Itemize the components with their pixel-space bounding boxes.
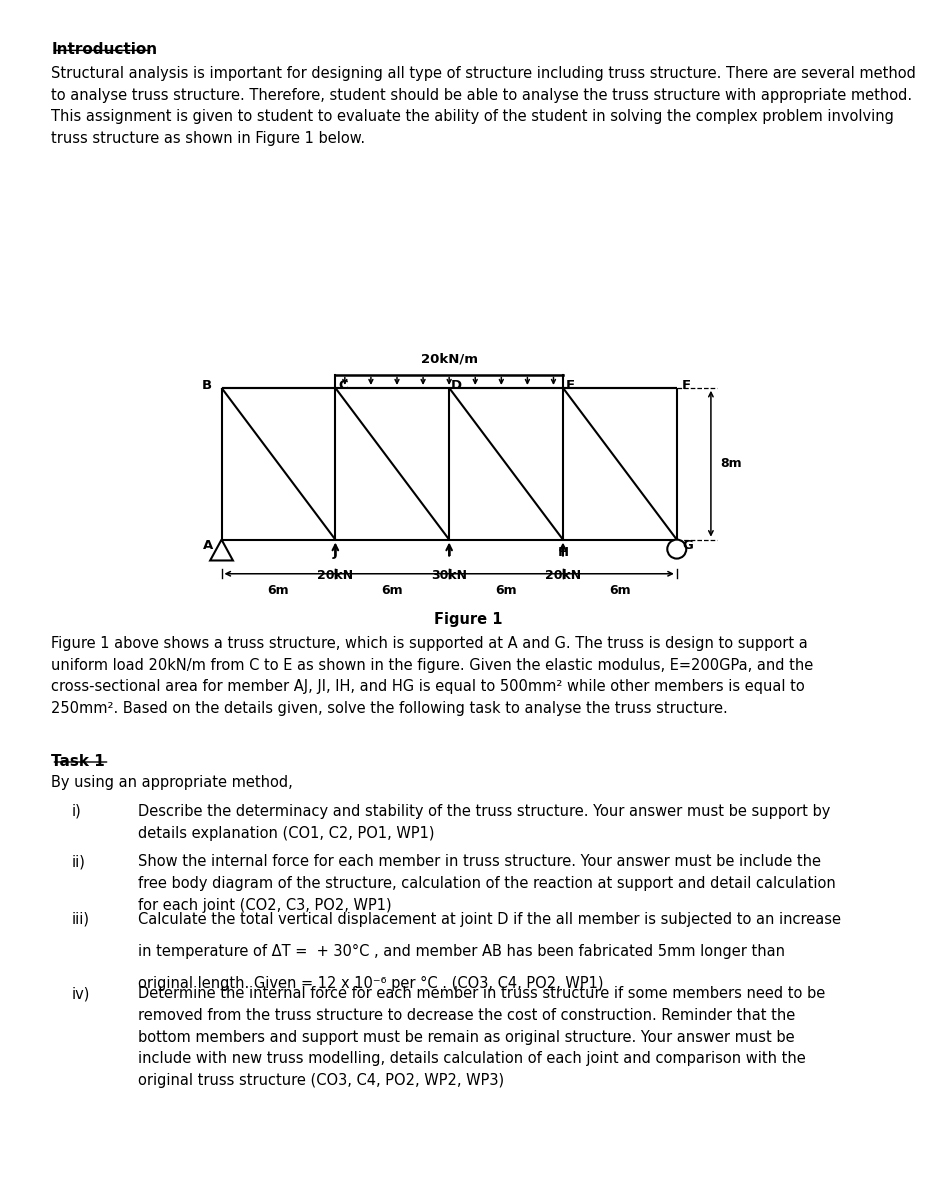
Text: A: A [203, 539, 213, 552]
Text: i): i) [72, 804, 81, 818]
Text: 30kN: 30kN [431, 569, 467, 582]
Text: D: D [451, 378, 462, 391]
Text: Introduction: Introduction [51, 42, 157, 56]
Text: F: F [681, 378, 691, 391]
Text: Show the internal force for each member in truss structure. Your answer must be : Show the internal force for each member … [138, 854, 835, 912]
Text: 6m: 6m [382, 584, 403, 598]
Text: 20kN/m: 20kN/m [420, 353, 477, 366]
Text: C: C [338, 378, 348, 391]
Text: J: J [333, 546, 338, 559]
Text: I: I [446, 546, 451, 559]
Text: 8m: 8m [721, 457, 742, 470]
Text: E: E [566, 378, 575, 391]
Text: By using an appropriate method,: By using an appropriate method, [51, 775, 293, 791]
Text: Structural analysis is important for designing all type of structure including t: Structural analysis is important for des… [51, 66, 916, 145]
Text: 20kN: 20kN [317, 569, 354, 582]
Text: Figure 1: Figure 1 [433, 612, 503, 626]
Text: iv): iv) [72, 986, 91, 1001]
Text: original length. Given = 12 x 10⁻⁶ per °C . (CO3, C4, PO2, WP1): original length. Given = 12 x 10⁻⁶ per °… [138, 976, 603, 991]
Text: Determine the internal force for each member in truss structure if some members : Determine the internal force for each me… [138, 986, 825, 1087]
Text: B: B [201, 379, 212, 392]
Text: ii): ii) [72, 854, 86, 869]
Text: 6m: 6m [268, 584, 289, 598]
Text: in temperature of ΔT =  + 30°C , and member AB has been fabricated 5mm longer th: in temperature of ΔT = + 30°C , and memb… [138, 943, 784, 959]
Circle shape [667, 540, 686, 558]
Text: 20kN: 20kN [545, 569, 581, 582]
Text: Figure 1 above shows a truss structure, which is supported at A and G. The truss: Figure 1 above shows a truss structure, … [51, 636, 813, 715]
Text: H: H [558, 546, 568, 559]
Text: Describe the determinacy and stability of the truss structure. Your answer must : Describe the determinacy and stability o… [138, 804, 830, 840]
Text: Task 1: Task 1 [51, 754, 105, 769]
Text: 6m: 6m [609, 584, 631, 598]
Text: iii): iii) [72, 912, 90, 926]
Text: G: G [682, 539, 694, 552]
Text: 6m: 6m [495, 584, 517, 598]
Text: Calculate the total vertical displacement at joint D if the all member is subjec: Calculate the total vertical displacemen… [138, 912, 841, 926]
